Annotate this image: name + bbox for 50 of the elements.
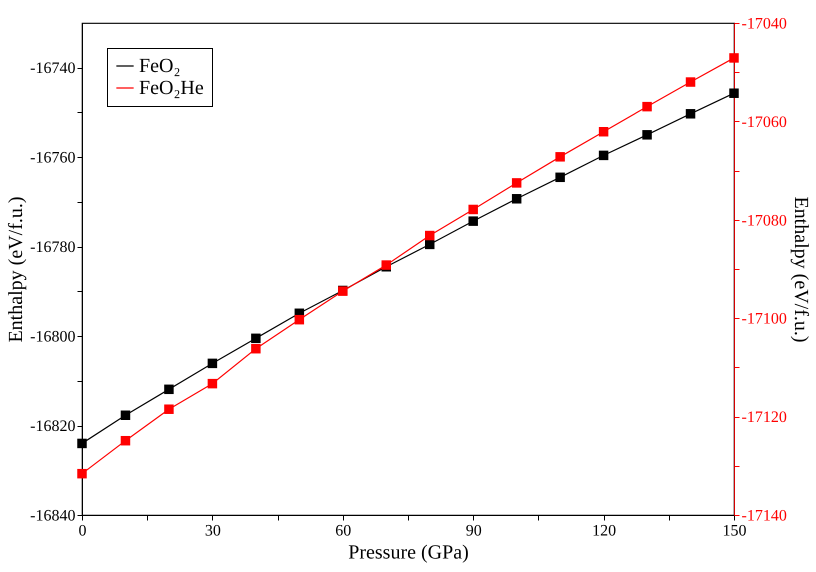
legend-label: FeO₂He [139, 77, 204, 99]
point [729, 88, 739, 98]
point [424, 240, 434, 250]
y-tick-label: -16780 [30, 239, 76, 256]
y2-tick-label: -17060 [742, 114, 787, 131]
x-axis-title: Pressure (GPa) [348, 542, 469, 564]
x-tick-label: 90 [466, 522, 482, 540]
y-tick-label: -16820 [30, 418, 76, 436]
point [686, 77, 696, 87]
x-tick-label: 0 [78, 522, 86, 540]
y2-tick-label: -17120 [742, 409, 787, 426]
y2-tick-label: -17100 [742, 310, 787, 328]
point [424, 230, 434, 240]
point [468, 204, 478, 214]
x-tick-label: 60 [335, 522, 352, 540]
point [120, 436, 130, 446]
point [598, 126, 608, 136]
y-tick-label: -16740 [30, 60, 76, 78]
legend-label: FeO₂ [139, 55, 180, 77]
point [251, 344, 261, 354]
point [251, 334, 261, 344]
point [555, 172, 565, 182]
y2-tick-label: -17080 [742, 212, 787, 230]
y2-tick-label: -17140 [742, 508, 787, 524]
point [120, 410, 130, 420]
point [598, 150, 608, 160]
y-axis-title: Enthalpy (eV/f.u.) [5, 196, 28, 343]
point [77, 468, 87, 478]
point [164, 404, 174, 414]
x-tick-label: 150 [722, 522, 746, 540]
point [77, 438, 87, 448]
point [642, 102, 652, 112]
point [512, 178, 522, 188]
point [686, 109, 696, 119]
y-tick-label: -16760 [30, 150, 76, 167]
point [512, 194, 522, 204]
y-tick-label: -16840 [30, 508, 76, 524]
point [555, 152, 565, 162]
point [208, 358, 218, 368]
y2-tick-label: -17040 [742, 16, 787, 32]
point [642, 130, 652, 140]
point [164, 384, 174, 394]
point [294, 314, 304, 324]
y-tick-label: -16800 [30, 328, 76, 346]
x-tick-label: 30 [204, 522, 221, 540]
point [208, 378, 218, 388]
y2-axis-title: Enthalpy (eV/f.u.) [790, 196, 812, 343]
point [729, 53, 739, 63]
point [468, 216, 478, 226]
x-tick-label: 120 [592, 522, 616, 540]
